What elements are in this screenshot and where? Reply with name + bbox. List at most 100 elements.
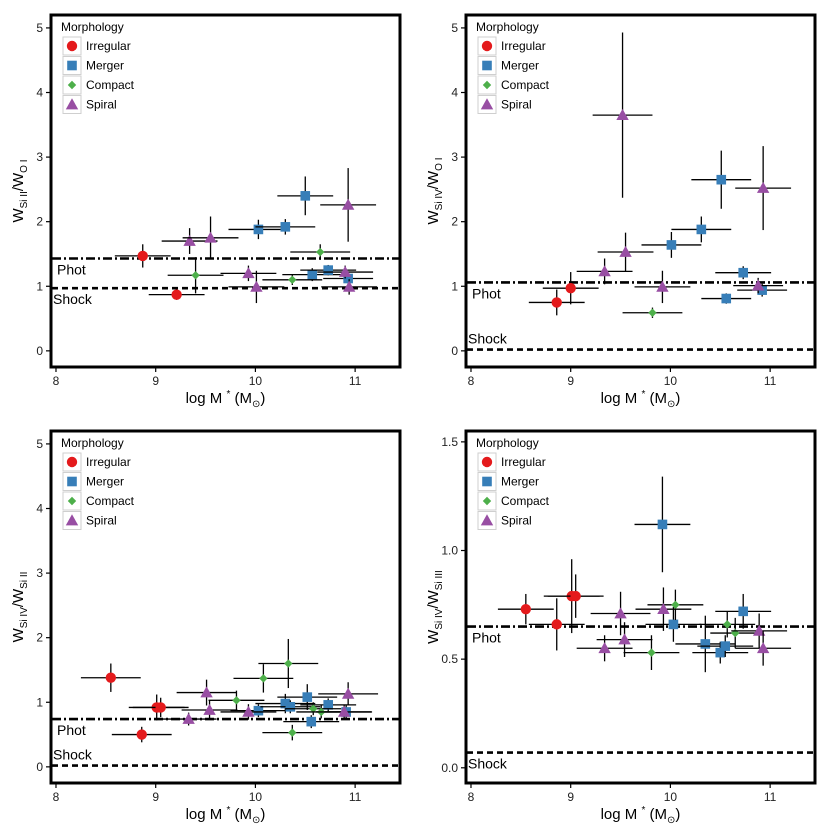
- legend-label-irregular: Irregular: [501, 39, 546, 53]
- plot-frame: [464, 13, 817, 369]
- legend-marker-spiral: [65, 98, 79, 110]
- legend-marker-merger: [482, 60, 492, 71]
- legend-marker-merger: [67, 60, 77, 71]
- data-point-merger: [666, 240, 677, 250]
- legend-label-spiral: Spiral: [501, 514, 532, 528]
- chart-panel-si4-si3: 8 9 10 11 0.0 0.5 1.0 1.5 log M * (M⊙) WSi IV/WSi…: [425, 429, 817, 826]
- data-points: [114, 168, 378, 304]
- x-tick-label: 10: [664, 374, 678, 388]
- data-point-spiral: [656, 280, 669, 292]
- x-tick-label: 8: [468, 790, 475, 804]
- data-points: [80, 638, 379, 743]
- data-points: [528, 32, 792, 318]
- data-point-spiral: [618, 633, 631, 645]
- x-axis-label: log M * (M⊙): [601, 389, 681, 410]
- chart-panel-si2-o1: 8 9 10 11 0 1 2 3 4 5 log M * (M⊙) WSi II/WO I Phot S…: [10, 13, 402, 410]
- shock-label: Shock: [468, 331, 508, 347]
- data-point-spiral: [200, 686, 213, 698]
- data-point-merger: [300, 191, 311, 201]
- legend: Morphology Irregular Merger Compact Spiral: [476, 436, 550, 530]
- shock-label: Shock: [53, 291, 93, 307]
- data-point-spiral: [203, 703, 216, 715]
- legend-label-irregular: Irregular: [501, 455, 546, 469]
- y-tick-label: 4: [36, 502, 43, 516]
- legend-label-compact: Compact: [86, 78, 135, 92]
- data-point-irregular: [570, 590, 581, 602]
- y-tick-label: 1: [36, 695, 43, 709]
- phot-label: Phot: [57, 261, 86, 277]
- legend-label-merger: Merger: [501, 59, 539, 73]
- data-point-spiral: [183, 234, 196, 246]
- data-point-merger: [253, 224, 264, 235]
- x-tick-label: 9: [567, 790, 574, 804]
- data-point-irregular: [137, 250, 148, 262]
- data-point-irregular: [551, 619, 562, 630]
- data-point-spiral: [242, 705, 255, 717]
- legend-marker-irregular: [481, 456, 493, 468]
- data-point-irregular: [565, 283, 576, 294]
- y-tick-label: 3: [36, 150, 43, 164]
- data-point-spiral: [342, 280, 356, 292]
- data-point-spiral: [341, 198, 355, 210]
- x-tick-label: 10: [664, 790, 678, 804]
- legend-marker-irregular: [66, 456, 78, 468]
- legend-label-compact: Compact: [86, 494, 135, 508]
- legend-label-irregular: Irregular: [86, 39, 131, 53]
- data-point-irregular: [105, 672, 117, 683]
- data-point-compact: [232, 696, 241, 705]
- data-point-merger: [253, 705, 264, 716]
- data-point-merger: [280, 222, 291, 232]
- data-point-compact: [191, 271, 200, 280]
- phot-label: Phot: [57, 722, 86, 738]
- legend: Morphology Irregular Merger Compact Spiral: [61, 20, 135, 114]
- data-point-spiral: [338, 265, 352, 277]
- x-tick-label: 10: [249, 790, 263, 804]
- data-point-merger: [721, 293, 732, 304]
- legend-label-irregular: Irregular: [86, 455, 131, 469]
- y-axis-label: WSi IV/WSi II: [10, 572, 30, 643]
- y-tick-label: 2: [36, 215, 43, 229]
- legend-marker-compact: [482, 496, 492, 506]
- data-point-spiral: [598, 265, 611, 277]
- y-tick-label: 4: [36, 86, 43, 100]
- x-axis-label: log M * (M⊙): [186, 389, 266, 410]
- y-tick-label: 1: [36, 279, 43, 293]
- data-point-compact: [309, 704, 318, 713]
- y-tick-label: 0.0: [441, 761, 458, 775]
- phot-label: Phot: [472, 630, 501, 646]
- legend-title: Morphology: [61, 436, 124, 450]
- x-axis-label: log M * (M⊙): [601, 805, 681, 826]
- data-point-merger: [700, 639, 711, 649]
- data-point-compact: [284, 659, 293, 668]
- data-point-spiral: [616, 108, 629, 120]
- y-axis-label: WSi IV/WSi III: [425, 570, 445, 644]
- data-points: [497, 476, 792, 673]
- data-point-spiral: [657, 602, 670, 615]
- data-point-merger: [306, 716, 317, 727]
- x-tick-label: 10: [249, 374, 263, 388]
- data-point-spiral: [182, 712, 195, 724]
- data-point-irregular: [155, 702, 166, 713]
- data-point-merger: [280, 698, 291, 709]
- y-tick-label: 2: [36, 631, 43, 645]
- data-point-merger: [738, 267, 749, 278]
- data-point-compact: [731, 628, 740, 638]
- y-tick-label: 5: [36, 437, 43, 451]
- x-tick-label: 8: [468, 374, 475, 388]
- legend-marker-spiral: [480, 98, 494, 110]
- data-point-spiral: [752, 624, 766, 636]
- data-point-compact: [288, 728, 297, 737]
- legend-marker-merger: [482, 476, 492, 487]
- data-point-spiral: [619, 245, 632, 257]
- y-tick-label: 5: [36, 21, 43, 35]
- data-point-compact: [316, 247, 325, 257]
- y-tick-label: 0: [36, 344, 43, 358]
- plot-frame: [49, 13, 402, 369]
- y-tick-label: 1.0: [441, 544, 458, 558]
- legend-label-spiral: Spiral: [501, 98, 532, 112]
- data-point-compact: [648, 308, 657, 317]
- phot-label: Phot: [472, 285, 501, 301]
- data-point-spiral: [204, 231, 217, 243]
